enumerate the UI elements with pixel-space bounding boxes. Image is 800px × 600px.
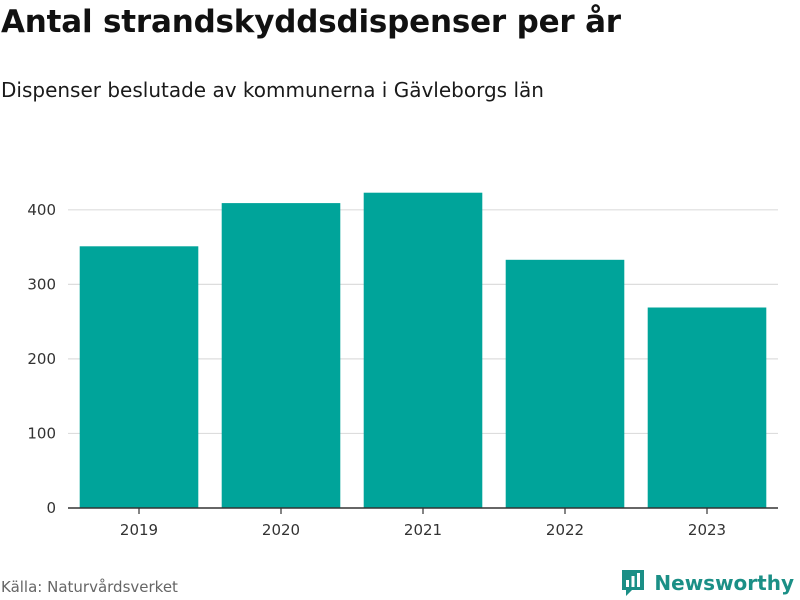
bar-2022 (505, 259, 625, 508)
brand-logo: Newsworthy (620, 568, 794, 598)
x-tick-label-2023: 2023 (688, 521, 726, 539)
brand-name: Newsworthy (654, 571, 794, 595)
x-tick-label-2021: 2021 (404, 521, 442, 539)
y-tick-label-0: 0 (46, 499, 56, 517)
chart-title: Antal strandskyddsdispenser per år (1, 4, 621, 40)
chart-subtitle: Dispenser beslutade av kommunerna i Gävl… (1, 78, 544, 102)
y-tick-label-300: 300 (27, 275, 56, 293)
x-tick-label-2022: 2022 (546, 521, 584, 539)
bar-2020 (221, 203, 341, 508)
bar-2019 (79, 246, 199, 509)
bar-chart-speech-bubble-icon (622, 570, 645, 596)
y-tick-label-400: 400 (27, 201, 56, 219)
y-tick-label-200: 200 (27, 350, 56, 368)
bar-chart: 0 100 200 300 400 2019 2020 2021 2022 2023 (27, 192, 778, 539)
x-tick-label-2020: 2020 (262, 521, 300, 539)
bar-2021 (363, 192, 483, 508)
bar-2023 (647, 307, 767, 508)
y-tick-label-100: 100 (27, 424, 56, 442)
x-tick-label-2019: 2019 (120, 521, 158, 539)
source-note: Källa: Naturvårdsverket (1, 578, 178, 596)
